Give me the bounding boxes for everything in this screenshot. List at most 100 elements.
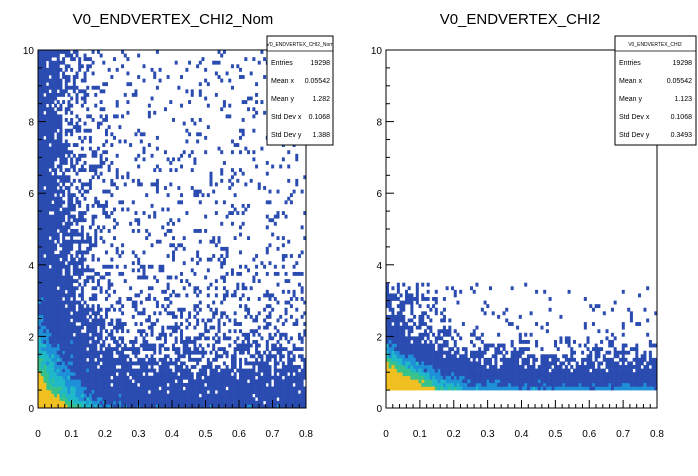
heatmap-cell <box>217 236 221 241</box>
heatmap-cell <box>386 314 390 319</box>
heatmap-cell <box>51 375 55 380</box>
heatmap-cell <box>627 386 631 391</box>
heatmap-cell <box>295 178 299 183</box>
heatmap-cell <box>252 279 256 283</box>
heatmap-cell <box>222 336 226 341</box>
heatmap-cell <box>51 203 55 208</box>
heatmap-cell <box>391 343 395 348</box>
heatmap-cell <box>46 372 50 377</box>
heatmap-cell <box>56 114 60 119</box>
heatmap-cell <box>196 393 200 398</box>
heatmap-cell <box>67 307 71 312</box>
heatmap-cell <box>123 386 127 391</box>
heatmap-cell <box>249 397 253 402</box>
heatmap-cell <box>456 361 460 366</box>
heatmap-cell <box>624 379 628 384</box>
heatmap-cell <box>222 332 226 337</box>
heatmap-cell <box>86 232 90 237</box>
heatmap-cell <box>265 343 269 348</box>
heatmap-cell <box>99 397 103 402</box>
heatmap-cell <box>40 397 44 402</box>
heatmap-cell <box>118 354 122 359</box>
heatmap-cell <box>40 268 44 273</box>
heatmap-cell <box>38 246 41 251</box>
heatmap-cell <box>72 307 76 312</box>
heatmap-cell <box>40 400 44 405</box>
heatmap-cell <box>40 193 44 198</box>
heatmap-cell <box>521 379 525 384</box>
heatmap-cell <box>145 393 149 398</box>
heatmap-cell <box>67 168 71 173</box>
heatmap-cell <box>510 361 514 366</box>
heatmap-cell <box>276 214 280 219</box>
heatmap-cell <box>38 146 41 151</box>
heatmap-cell <box>386 372 390 377</box>
heatmap-cell <box>169 160 173 165</box>
heatmap-cell <box>413 314 417 319</box>
heatmap-cell <box>478 336 482 341</box>
heatmap-cell <box>206 268 210 273</box>
heatmap-cell <box>537 365 541 369</box>
heatmap-cell <box>96 304 100 309</box>
heatmap-cell <box>43 350 47 355</box>
heatmap-cell <box>67 275 71 280</box>
heatmap-cell <box>456 386 460 391</box>
heatmap-cell <box>651 368 655 373</box>
heatmap-cell <box>220 400 224 405</box>
heatmap-cell <box>540 372 544 377</box>
heatmap-cell <box>99 343 103 348</box>
heatmap-cell <box>40 125 44 130</box>
heatmap-cell <box>613 350 617 355</box>
heatmap-cell <box>459 361 463 366</box>
heatmap-cell <box>193 307 197 312</box>
heatmap-cell <box>233 397 237 402</box>
heatmap-cell <box>94 243 98 248</box>
heatmap-cell <box>572 357 576 362</box>
heatmap-cell <box>239 304 242 309</box>
heatmap-cell <box>442 365 446 369</box>
heatmap-cell <box>72 354 76 359</box>
heatmap-cell <box>386 339 390 344</box>
heatmap-cell <box>241 372 245 377</box>
heatmap-cell <box>394 379 398 384</box>
heatmap-cell <box>54 311 58 316</box>
heatmap-cell <box>567 375 571 380</box>
heatmap-cell <box>131 350 135 355</box>
heatmap-cell <box>72 168 76 173</box>
heatmap-cell <box>222 279 226 283</box>
heatmap-cell <box>147 375 151 380</box>
heatmap-cell <box>470 382 474 387</box>
heatmap-cell <box>437 361 441 366</box>
heatmap-cell <box>236 322 240 326</box>
heatmap-cell <box>182 286 186 291</box>
heatmap-cell <box>94 386 98 391</box>
heatmap-cell <box>594 354 598 359</box>
heatmap-cell <box>284 336 288 341</box>
heatmap-cell <box>131 368 135 373</box>
heatmap-cell <box>442 357 446 362</box>
heatmap-cell <box>172 311 175 316</box>
heatmap-cell <box>423 375 427 380</box>
heatmap-cell <box>150 386 154 391</box>
heatmap-cell <box>289 314 293 319</box>
heatmap-cell <box>99 236 103 241</box>
heatmap-cell <box>273 264 277 269</box>
heatmap-cell <box>70 118 74 122</box>
heatmap-cell <box>265 361 269 366</box>
heatmap-cell <box>121 50 125 54</box>
heatmap-cell <box>273 400 277 405</box>
heatmap-cell <box>67 75 71 79</box>
heatmap-cell <box>72 50 76 54</box>
heatmap-cell <box>56 314 60 319</box>
heatmap-cell <box>78 293 82 298</box>
heatmap-cell <box>43 189 47 194</box>
heatmap-cell <box>43 354 47 359</box>
heatmap-cell <box>62 171 66 176</box>
heatmap-cell <box>257 361 261 366</box>
heatmap-cell <box>67 404 71 409</box>
heatmap-cell <box>399 314 403 319</box>
heatmap-cell <box>161 329 165 334</box>
heatmap-cell <box>163 368 167 373</box>
heatmap-cell <box>562 361 566 366</box>
heatmap-cell <box>591 347 595 352</box>
